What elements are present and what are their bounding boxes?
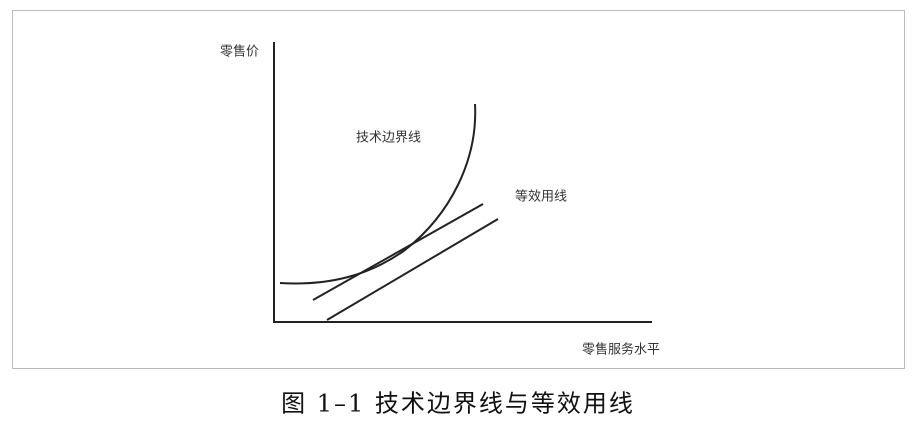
figure-caption: 图 1–1 技术边界线与等效用线 <box>281 390 635 418</box>
indifference-line <box>326 218 499 321</box>
figure-frame <box>12 10 905 369</box>
y-axis-label: 零售价 <box>220 44 259 60</box>
frontier-curve <box>279 103 477 285</box>
indifference-label: 等效用线 <box>515 189 567 205</box>
indifference-line <box>312 203 484 301</box>
frontier-label: 技术边界线 <box>356 131 421 146</box>
x-axis-label: 零售服务水平 <box>582 342 660 358</box>
